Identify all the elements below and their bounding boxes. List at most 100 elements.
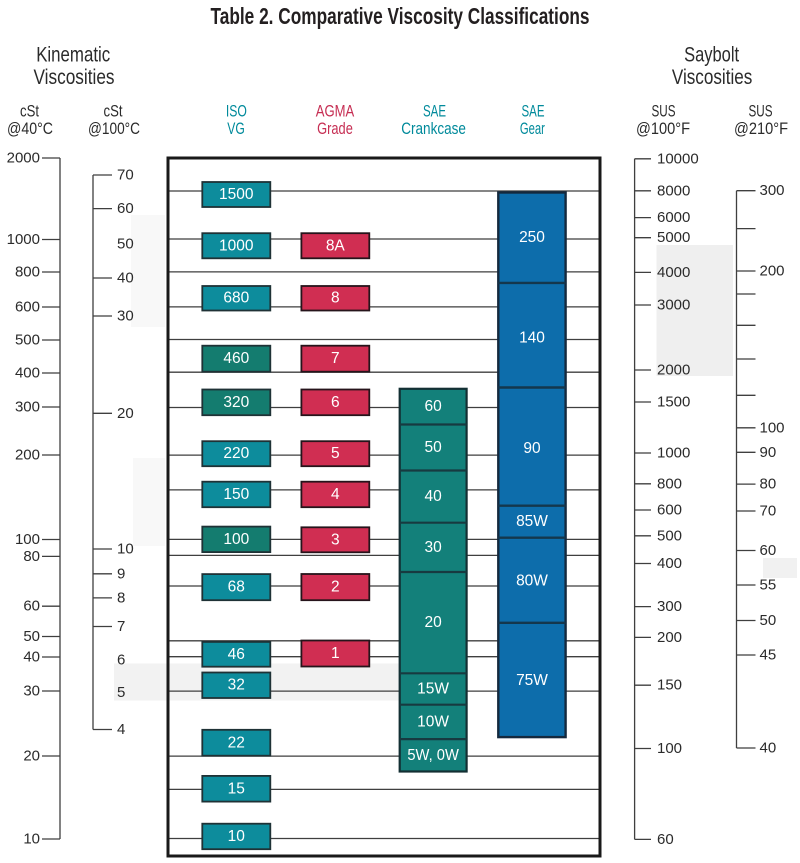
svg-text:10: 10	[23, 831, 40, 848]
svg-text:5: 5	[331, 445, 340, 462]
svg-text:Saybolt: Saybolt	[684, 44, 739, 67]
svg-text:6: 6	[331, 394, 340, 411]
svg-text:70: 70	[117, 167, 134, 184]
svg-text:Viscosities: Viscosities	[34, 66, 115, 89]
svg-text:50: 50	[117, 235, 134, 252]
svg-text:300: 300	[15, 399, 40, 416]
svg-text:80W: 80W	[516, 572, 548, 589]
svg-text:85W: 85W	[516, 513, 548, 530]
svg-text:55: 55	[760, 577, 777, 594]
svg-text:4: 4	[117, 721, 125, 738]
svg-text:20: 20	[424, 614, 442, 631]
svg-text:20: 20	[23, 748, 40, 765]
svg-text:30: 30	[117, 308, 134, 325]
svg-text:7: 7	[117, 618, 125, 635]
svg-text:Kinematic: Kinematic	[36, 44, 110, 67]
svg-text:Viscosities: Viscosities	[672, 66, 753, 89]
svg-text:800: 800	[15, 264, 40, 281]
svg-text:cSt: cSt	[20, 102, 39, 121]
svg-text:5: 5	[117, 684, 125, 701]
svg-text:46: 46	[228, 646, 245, 663]
svg-text:500: 500	[657, 527, 682, 544]
svg-text:60: 60	[657, 831, 674, 848]
svg-text:5W, 0W: 5W, 0W	[407, 747, 459, 764]
svg-text:300: 300	[657, 598, 682, 615]
svg-text:@40°C: @40°C	[7, 119, 53, 138]
svg-text:100: 100	[760, 419, 785, 436]
svg-text:220: 220	[223, 445, 249, 462]
svg-text:10000: 10000	[657, 150, 699, 167]
svg-text:680: 680	[223, 290, 249, 307]
svg-text:600: 600	[15, 299, 40, 316]
svg-text:SAE: SAE	[423, 102, 446, 121]
svg-text:50: 50	[424, 439, 442, 456]
svg-text:4: 4	[331, 486, 340, 503]
svg-text:40: 40	[117, 270, 134, 287]
svg-text:320: 320	[223, 394, 249, 411]
svg-text:Grade: Grade	[317, 119, 353, 138]
svg-text:100: 100	[223, 531, 249, 548]
svg-text:1500: 1500	[657, 394, 690, 411]
svg-text:@100°F: @100°F	[636, 119, 690, 138]
svg-text:200: 200	[760, 263, 785, 280]
svg-text:400: 400	[657, 555, 682, 572]
svg-text:SUS: SUS	[749, 102, 773, 121]
svg-text:150: 150	[223, 486, 249, 503]
svg-text:200: 200	[657, 629, 682, 646]
svg-text:80: 80	[23, 548, 40, 565]
svg-text:1000: 1000	[657, 445, 690, 462]
svg-text:32: 32	[228, 677, 245, 694]
svg-text:45: 45	[760, 647, 777, 664]
svg-text:40: 40	[23, 649, 40, 666]
svg-text:1000: 1000	[219, 237, 254, 254]
svg-text:Gear: Gear	[520, 119, 545, 138]
svg-text:300: 300	[760, 182, 785, 199]
svg-text:30: 30	[23, 683, 40, 700]
svg-text:10: 10	[228, 828, 246, 845]
svg-text:75W: 75W	[516, 672, 548, 689]
svg-text:15W: 15W	[417, 681, 449, 698]
svg-text:400: 400	[15, 365, 40, 382]
svg-text:60: 60	[760, 542, 777, 559]
svg-text:2000: 2000	[657, 362, 690, 379]
svg-text:90: 90	[523, 440, 541, 457]
svg-text:60: 60	[117, 200, 134, 217]
svg-text:Table 2. Comparative Viscosity: Table 2. Comparative Viscosity Classific…	[211, 3, 590, 29]
svg-text:2000: 2000	[7, 150, 40, 167]
svg-text:68: 68	[228, 579, 245, 596]
svg-text:40: 40	[760, 740, 777, 757]
svg-text:1500: 1500	[219, 186, 254, 203]
svg-text:90: 90	[760, 444, 777, 461]
svg-text:cSt: cSt	[104, 102, 123, 121]
svg-text:@100°C: @100°C	[88, 119, 140, 138]
svg-text:100: 100	[15, 531, 40, 548]
svg-text:500: 500	[15, 332, 40, 349]
svg-text:250: 250	[519, 229, 545, 246]
svg-text:3000: 3000	[657, 297, 690, 314]
svg-text:VG: VG	[227, 119, 245, 138]
svg-text:SUS: SUS	[652, 102, 676, 121]
svg-text:200: 200	[15, 447, 40, 464]
svg-text:AGMA: AGMA	[316, 102, 355, 121]
svg-text:40: 40	[424, 488, 442, 505]
svg-text:1: 1	[331, 645, 340, 662]
svg-text:70: 70	[760, 503, 777, 520]
svg-text:4000: 4000	[657, 264, 690, 281]
svg-text:6: 6	[117, 651, 125, 668]
svg-text:3: 3	[331, 531, 340, 548]
svg-text:6000: 6000	[657, 209, 690, 226]
svg-text:15: 15	[228, 780, 245, 797]
svg-text:10: 10	[117, 541, 134, 558]
svg-text:460: 460	[223, 350, 249, 367]
svg-text:10W: 10W	[417, 713, 449, 730]
svg-text:100: 100	[657, 740, 682, 757]
svg-text:50: 50	[23, 628, 40, 645]
svg-text:20: 20	[117, 405, 134, 422]
svg-text:7: 7	[331, 350, 340, 367]
svg-text:80: 80	[760, 476, 777, 493]
svg-text:30: 30	[424, 539, 442, 556]
svg-text:Crankcase: Crankcase	[401, 119, 466, 138]
svg-text:60: 60	[23, 598, 40, 615]
svg-text:140: 140	[519, 330, 545, 347]
svg-text:@210°F: @210°F	[734, 119, 788, 138]
